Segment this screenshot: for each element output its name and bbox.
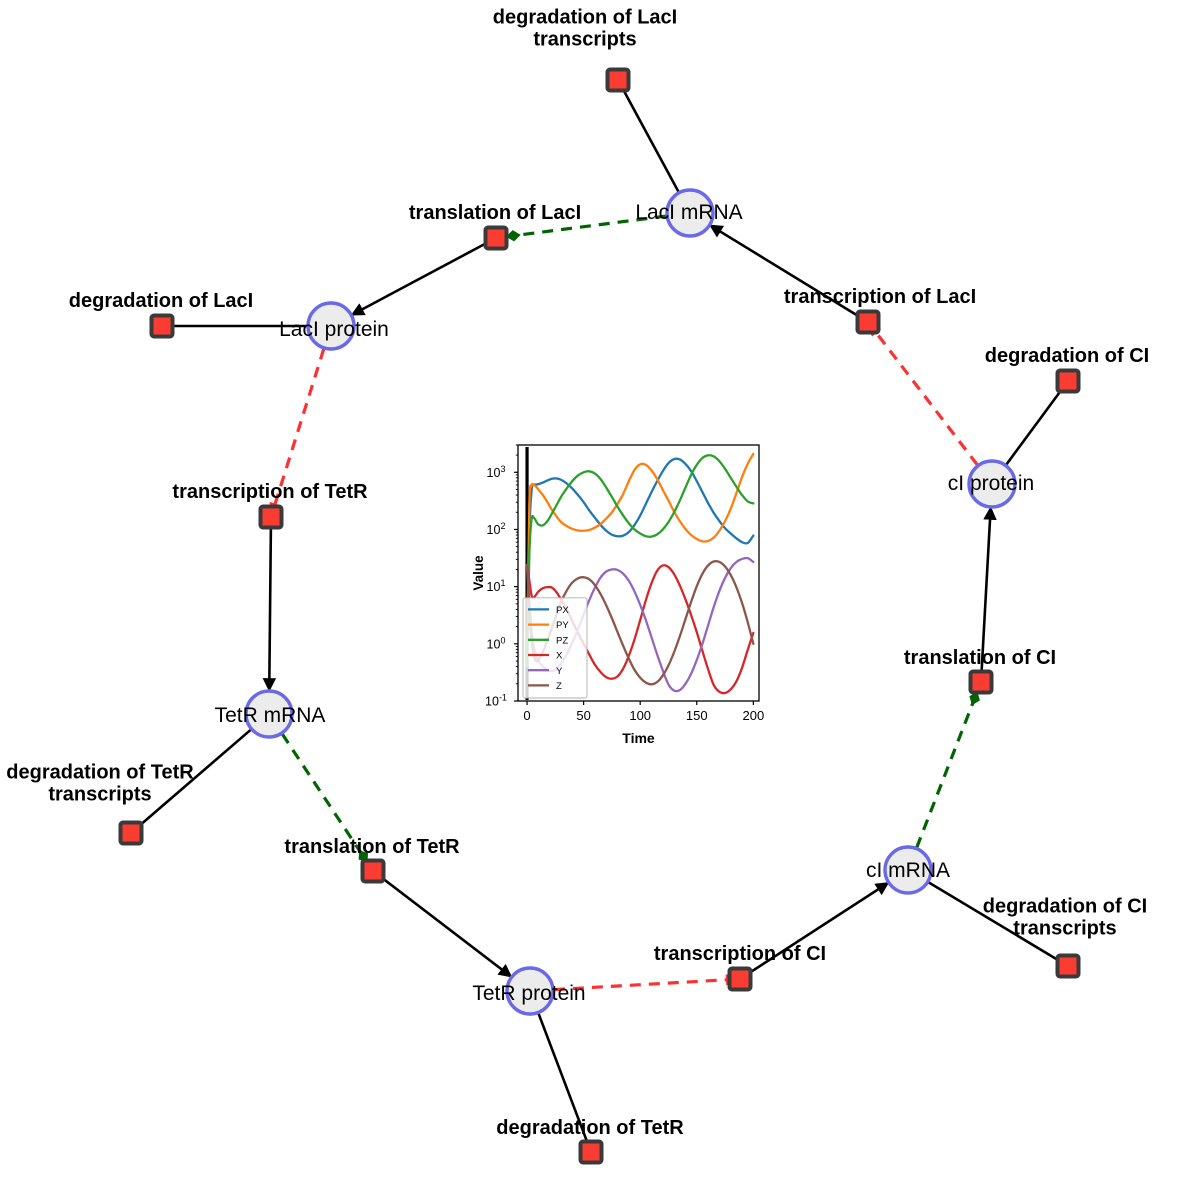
y-tick-label: 103 [487,464,506,480]
reaction-node-transcription-ci[interactable] [727,966,753,992]
edge-laci-protein-to-transcription-tetr [269,348,326,508]
edge-tetr-protein-to-transcription-ci [553,974,729,992]
edge-translation-ci-to-ci-protein [980,506,997,671]
x-tick-label: 150 [686,708,708,723]
legend-label-pz: PZ [556,635,568,646]
reaction-label-transcription-tetr: transcription of TetR [172,480,368,503]
species-node-ci-protein[interactable] [967,459,1017,509]
reaction-node-deg-tetr[interactable] [578,1139,604,1165]
reaction-label-deg-tetr-transcripts: degradation of TetR transcripts [6,761,194,806]
edge-ci-mrna-to-translation-ci [915,691,980,849]
reaction-label-translation-tetr: translation of TetR [284,835,460,858]
reaction-label-translation-laci: translation of LacI [408,201,582,224]
edge-ci-protein-to-deg-ci [1005,389,1062,466]
species-label-ci-protein: cI protein [947,472,1035,495]
x-tick-label: 50 [576,708,590,723]
edge-translation-laci-to-laci-protein [350,242,487,316]
plot-axis-labels: Time Value [471,555,655,746]
edge-laci-mrna-to-translation-laci [506,214,667,242]
edge-tetr-mrna-to-translation-tetr [280,733,369,863]
y-tick-label: 102 [487,521,506,537]
reaction-node-translation-laci[interactable] [483,225,509,251]
reaction-label-translation-ci: translation of CI [903,646,1057,669]
node-layer [118,67,1081,1165]
y-tick-label: 101 [487,578,506,594]
x-tick-label: 100 [629,708,651,723]
species-node-ci-mrna[interactable] [883,845,933,895]
series-line-pz [525,454,755,668]
reaction-node-deg-ci[interactable] [1055,368,1081,394]
edge-translation-tetr-to-tetr-protein [381,877,513,978]
species-node-laci-protein[interactable] [306,301,356,351]
species-label-tetr-mrna: TetR mRNA [214,704,326,727]
edge-transcription-tetr-to-tetr-mrna [262,528,277,692]
reaction-label-deg-tetr: degradation of TetR [496,1116,684,1139]
reaction-node-deg-tetr-transcripts[interactable] [118,820,144,846]
legend-label-z: Z [556,681,562,692]
legend-label-py: PY [556,620,569,631]
edge-tetr-protein-to-deg-tetr [537,1012,588,1142]
series-line-px [525,457,755,668]
y-tick-label: 10-1 [485,693,507,709]
y-tick-label: 100 [487,635,506,651]
species-label-ci-mrna: cI mRNA [866,859,950,882]
species-node-tetr-mrna[interactable] [244,689,294,739]
edge-ci-protein-to-transcription-laci [870,328,979,466]
reaction-node-deg-ci-transcripts[interactable] [1055,953,1081,979]
legend-label-y: Y [556,666,563,677]
species-label-tetr-protein: TetR protein [472,982,586,1005]
reaction-node-transcription-tetr[interactable] [258,504,284,530]
reaction-node-deg-laci-transcripts[interactable] [605,67,631,93]
reaction-label-deg-ci-transcripts: degradation of CI transcripts [982,895,1148,940]
legend-label-x: X [556,651,563,662]
species-label-laci-protein: LacI protein [279,318,389,341]
edge-laci-mrna-to-deg-laci-transcripts [622,89,680,193]
reaction-label-deg-laci-transcripts: degradation of LacI transcripts [492,6,678,51]
reaction-label-deg-laci: degradation of LacI [68,289,254,312]
reaction-node-deg-laci[interactable] [149,313,175,339]
x-tick-label: 0 [523,708,530,723]
reaction-label-transcription-ci: transcription of CI [653,942,827,965]
x-axis-title: Time [622,730,655,746]
plot-legend: PX PY PZ XYZ [522,597,588,699]
edge-layer [139,89,1062,1142]
edge-ci-mrna-to-deg-ci-transcripts [927,881,1059,961]
legend-box [522,597,588,699]
edge-transcription-laci-to-laci-mrna [709,224,859,317]
series-line-x [525,563,755,695]
legend-label-px: PX [556,605,569,616]
species-node-tetr-protein[interactable] [505,966,555,1016]
reaction-node-transcription-laci[interactable] [855,309,881,335]
reaction-label-transcription-laci: transcription of LacI [783,285,977,308]
y-axis-title: Value [471,555,486,591]
edge-tetr-mrna-to-deg-tetr-transcripts [139,728,252,827]
series-line-py [525,452,755,668]
reaction-node-translation-tetr[interactable] [360,858,386,884]
species-label-laci-mrna: LacI mRNA [635,201,743,224]
x-tick-label: 200 [742,708,764,723]
reaction-label-deg-ci: degradation of CI [984,344,1150,367]
inset-timecourse-plot: 0 50 100 150 200 10-1 100 101 102 103 PX PY PZ X Y Z T… [470,435,770,753]
species-node-laci-mrna[interactable] [665,188,715,238]
reaction-node-translation-ci[interactable] [968,669,994,695]
edge-transcription-ci-to-ci-mrna [749,882,890,974]
